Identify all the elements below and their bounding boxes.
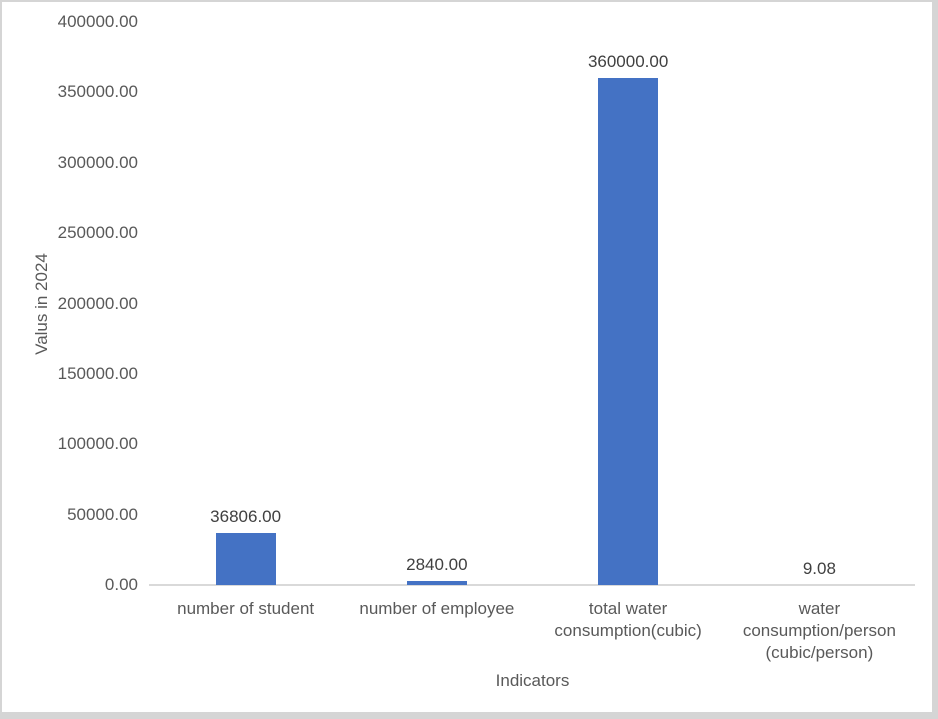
category-label: total water consumption(cubic) [554, 599, 702, 640]
y-tick-label: 350000.00 [57, 82, 138, 102]
y-tick-label: 200000.00 [57, 293, 138, 313]
y-tick-label: 100000.00 [57, 434, 138, 454]
y-tick-label: 300000.00 [57, 152, 138, 172]
bar-value-label: 2840.00 [406, 555, 468, 574]
category-label: number of student [177, 599, 315, 618]
y-tick-label: 50000.00 [67, 504, 138, 524]
bar-number-of-student [215, 533, 276, 585]
y-tick-label: 400000.00 [57, 12, 138, 31]
bar-number-of-employee [406, 581, 467, 585]
bar-value-label: 360000.00 [587, 52, 669, 72]
bar-value-label: 36806.00 [210, 507, 282, 527]
y-tick-label: 250000.00 [57, 223, 138, 243]
bar-total-water-consumption-cubic [598, 78, 659, 585]
x-axis-title: Indicators [495, 671, 570, 690]
category-label: water consumption/person (cubic/person) [742, 599, 896, 662]
category-label: number of employee [359, 599, 515, 618]
y-tick-label: 150000.00 [57, 363, 138, 383]
bar-value-label: 9.08 [802, 558, 836, 578]
x-axis-line [149, 584, 915, 586]
y-tick-label: 0.00 [104, 575, 138, 594]
